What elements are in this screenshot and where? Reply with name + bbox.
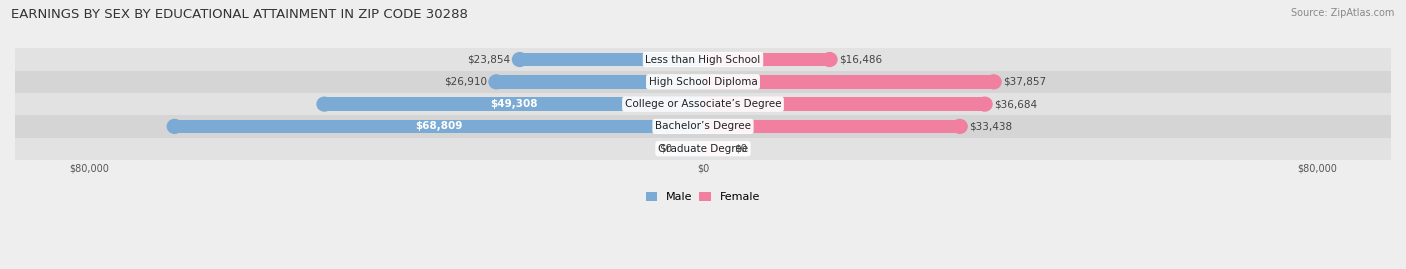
Bar xyxy=(703,53,830,66)
Text: $49,308: $49,308 xyxy=(489,99,537,109)
Bar xyxy=(0,137,1406,160)
Bar xyxy=(0,93,1406,115)
Text: Bachelor’s Degree: Bachelor’s Degree xyxy=(655,121,751,132)
Text: High School Diploma: High School Diploma xyxy=(648,77,758,87)
Ellipse shape xyxy=(489,75,503,89)
Ellipse shape xyxy=(512,53,527,66)
Text: $33,438: $33,438 xyxy=(969,121,1012,132)
Text: $68,809: $68,809 xyxy=(415,121,463,132)
Ellipse shape xyxy=(987,75,1001,89)
Ellipse shape xyxy=(167,119,181,133)
Text: Source: ZipAtlas.com: Source: ZipAtlas.com xyxy=(1291,8,1395,18)
Bar xyxy=(520,53,703,66)
Text: $0: $0 xyxy=(659,144,672,154)
Bar xyxy=(703,142,727,156)
Ellipse shape xyxy=(823,53,837,66)
Bar xyxy=(174,119,703,133)
Ellipse shape xyxy=(977,97,993,111)
Text: $16,486: $16,486 xyxy=(839,55,882,65)
Text: $26,910: $26,910 xyxy=(444,77,486,87)
Legend: Male, Female: Male, Female xyxy=(641,187,765,207)
Ellipse shape xyxy=(952,119,967,133)
Bar xyxy=(703,119,960,133)
Bar xyxy=(325,97,703,111)
Bar xyxy=(679,142,703,156)
Text: $0: $0 xyxy=(734,144,747,154)
Bar xyxy=(0,115,1406,137)
Text: $37,857: $37,857 xyxy=(1002,77,1046,87)
Text: EARNINGS BY SEX BY EDUCATIONAL ATTAINMENT IN ZIP CODE 30288: EARNINGS BY SEX BY EDUCATIONAL ATTAINMEN… xyxy=(11,8,468,21)
Ellipse shape xyxy=(316,97,332,111)
Text: Graduate Degree: Graduate Degree xyxy=(658,144,748,154)
Bar xyxy=(703,97,984,111)
Text: $36,684: $36,684 xyxy=(994,99,1038,109)
Bar xyxy=(703,75,994,89)
Bar xyxy=(496,75,703,89)
Text: College or Associate’s Degree: College or Associate’s Degree xyxy=(624,99,782,109)
Text: $23,854: $23,854 xyxy=(468,55,510,65)
Bar xyxy=(0,71,1406,93)
Bar xyxy=(0,48,1406,71)
Text: Less than High School: Less than High School xyxy=(645,55,761,65)
